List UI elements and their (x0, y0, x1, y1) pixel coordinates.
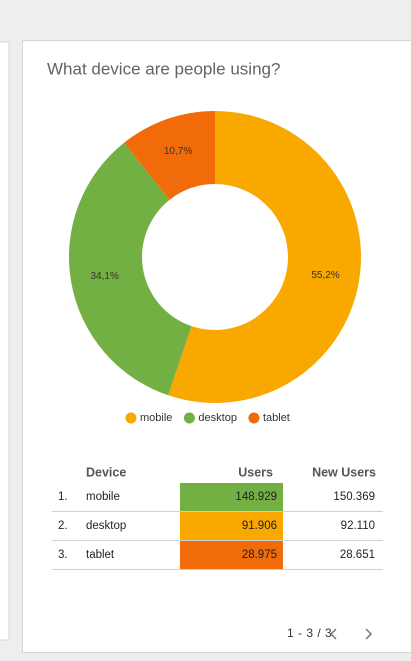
slice-label: 34,1% (90, 271, 118, 282)
table-cell: 28.975 (242, 549, 277, 561)
table-cell: 91.906 (242, 520, 277, 532)
legend-label: tablet (263, 412, 290, 424)
table-cell: 1. (58, 491, 68, 503)
table-cell: mobile (86, 491, 120, 503)
top-bar (0, 0, 411, 14)
column-header: Device (86, 465, 126, 479)
left-card (0, 42, 9, 640)
table-cell: desktop (86, 520, 126, 532)
legend-swatch (248, 413, 259, 424)
slice-label: 10,7% (164, 146, 192, 157)
legend-label: mobile (140, 412, 172, 424)
legend-swatch (126, 413, 137, 424)
table-cell: 2. (58, 520, 68, 532)
legend: mobile desktop tablet (126, 412, 290, 424)
table-cell: 150.369 (333, 491, 375, 503)
table-cell: 148.929 (235, 491, 277, 503)
table-cell: 28.651 (340, 549, 375, 561)
slice-label: 55,2% (311, 270, 339, 281)
column-header: Users (238, 465, 273, 479)
table-cell: tablet (86, 549, 115, 561)
table-cell: 3. (58, 549, 68, 561)
legend-label: desktop (198, 412, 237, 424)
legend-swatch (184, 413, 195, 424)
table-cell: 92.110 (341, 520, 375, 532)
pagination: 1 - 3 / 3 (287, 626, 332, 640)
column-header: New Users (312, 465, 376, 479)
chart-title: What device are people using? (47, 59, 280, 78)
